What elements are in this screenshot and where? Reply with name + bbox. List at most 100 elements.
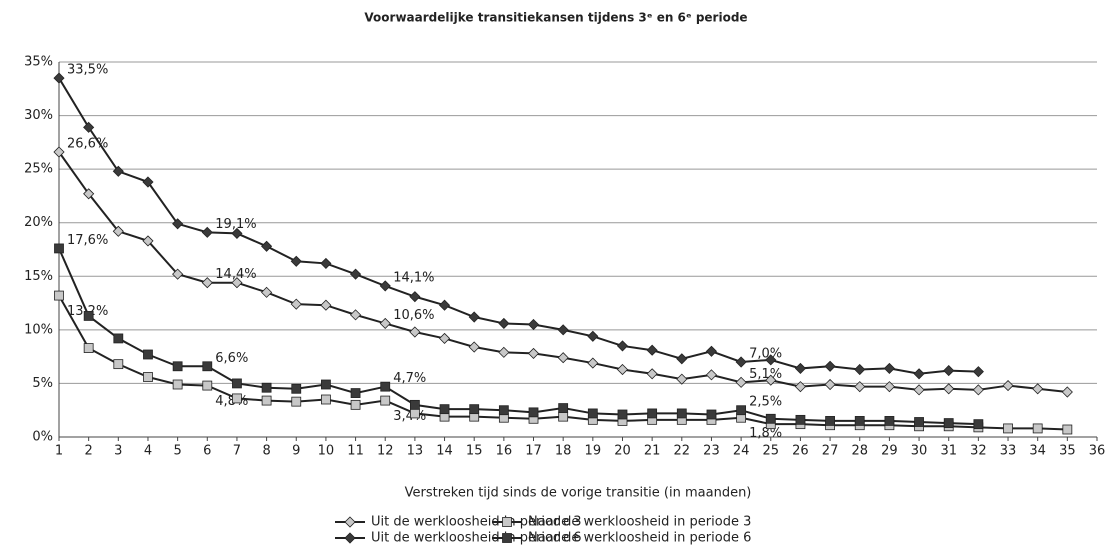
data-point [54, 290, 64, 301]
data-point [587, 357, 599, 369]
data-point [261, 240, 273, 252]
y-tick-label: 5% [32, 376, 53, 391]
x-tick-label: 17 [525, 444, 542, 459]
data-point [557, 324, 569, 336]
x-tick-label: 30 [911, 444, 928, 459]
data-point [913, 368, 925, 380]
data-point [379, 280, 391, 292]
data-point [232, 393, 242, 404]
data-point [83, 188, 95, 200]
chart-title: Voorwaardelijke transitiekansen tijdens … [364, 11, 747, 25]
data-point [438, 299, 451, 311]
data-point [83, 121, 95, 133]
data-point [854, 363, 866, 376]
data-label: 14,1% [393, 270, 434, 285]
legend-marker [502, 533, 512, 543]
data-label: 19,1% [215, 217, 256, 232]
x-tick-label: 34 [1029, 444, 1046, 459]
data-point [972, 384, 984, 396]
data-point [142, 235, 154, 247]
y-tick-label: 20% [24, 215, 53, 230]
x-tick-label: 24 [733, 444, 750, 459]
data-point [232, 378, 242, 389]
data-point [142, 176, 154, 188]
x-tick-label: 14 [436, 444, 453, 459]
x-tick-label: 11 [347, 444, 364, 459]
data-point [468, 311, 480, 323]
data-point [794, 362, 806, 374]
x-tick-label: 2 [85, 444, 93, 459]
x-tick-label: 33 [1000, 444, 1017, 459]
data-point [201, 226, 213, 238]
data-point [527, 347, 540, 359]
data-point [883, 362, 895, 374]
data-point [616, 340, 629, 352]
data-label: 2,5% [749, 395, 782, 410]
data-point [261, 286, 273, 298]
data-point [379, 317, 391, 329]
series-line [58, 248, 979, 426]
data-point [646, 368, 658, 380]
x-tick-label: 22 [674, 444, 691, 459]
x-tick-label: 21 [644, 444, 661, 459]
data-point [409, 399, 420, 410]
data-point [469, 404, 480, 415]
data-label: 6,6% [215, 351, 248, 366]
legend-label: Naar de werkloosheid in periode 6 [528, 531, 751, 546]
data-point [943, 365, 955, 377]
data-point [972, 366, 984, 378]
data-point [291, 396, 302, 407]
x-tick-label: 18 [555, 444, 572, 459]
data-point [883, 381, 895, 393]
data-point [587, 330, 599, 342]
data-point [1032, 383, 1044, 395]
data-point [290, 255, 302, 267]
data-point [765, 413, 776, 424]
x-tick-label: 26 [792, 444, 809, 459]
data-point [795, 414, 806, 425]
data-point [321, 394, 331, 405]
data-point [765, 354, 777, 366]
data-label: 5,1% [749, 367, 782, 382]
data-point [201, 277, 213, 289]
data-point [646, 344, 658, 356]
x-tick-label: 16 [496, 444, 513, 459]
data-point [53, 146, 65, 158]
x-tick-label: 31 [940, 444, 957, 459]
x-tick-label: 36 [1089, 444, 1106, 459]
data-point [172, 361, 183, 372]
data-point [557, 352, 569, 364]
y-tick-label: 25% [24, 162, 53, 177]
data-point [439, 404, 450, 415]
data-label: 1,8% [749, 426, 782, 441]
data-point [676, 408, 687, 419]
data-point [736, 405, 747, 416]
data-point [706, 409, 717, 420]
x-tick-label: 8 [262, 444, 270, 459]
data-point [735, 356, 747, 368]
data-point [380, 395, 391, 406]
data-point [380, 381, 391, 392]
data-point [765, 374, 777, 386]
data-point [320, 299, 332, 311]
data-point [261, 395, 272, 406]
legend-marker [344, 516, 356, 528]
data-point [824, 378, 836, 391]
data-point [735, 376, 747, 388]
x-tick-label: 23 [703, 444, 720, 459]
data-label: 10,6% [393, 308, 434, 323]
data-point [172, 218, 184, 230]
data-point [53, 72, 65, 84]
data-point [231, 277, 243, 289]
data-point [172, 268, 184, 280]
data-point [291, 383, 302, 394]
x-tick-label: 19 [585, 444, 602, 459]
legend-label: Uit de werkloosheid in periode 3 [371, 515, 582, 530]
x-tick-label: 25 [762, 444, 779, 459]
x-tick-label: 29 [881, 444, 898, 459]
x-axis-title: Verstreken tijd sinds de vorige transiti… [405, 486, 752, 501]
data-point [1032, 423, 1043, 434]
x-tick-label: 32 [970, 444, 987, 459]
data-label: 26,6% [67, 137, 108, 152]
